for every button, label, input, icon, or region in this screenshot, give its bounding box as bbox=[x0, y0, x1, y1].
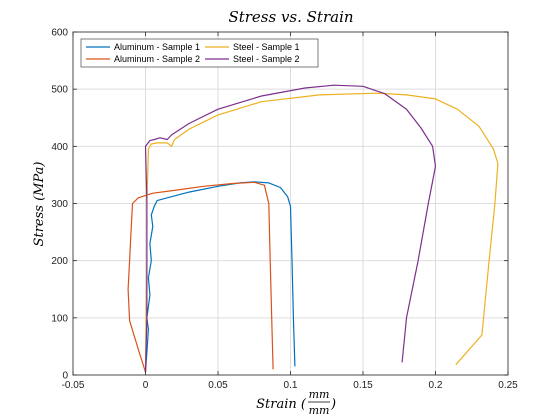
y-axis-label: Stress (MPa) bbox=[32, 162, 47, 247]
x-axis-label-numerator: mm bbox=[309, 388, 330, 401]
legend-box bbox=[80, 38, 319, 68]
y-tick-label: 100 bbox=[51, 313, 68, 324]
y-tick-label: 600 bbox=[51, 28, 68, 39]
x-axis-label: Strain ( mm mm ) bbox=[256, 388, 336, 417]
legend-items: Aluminum - Sample 1 Aluminum - Sample 2 St… bbox=[86, 42, 300, 64]
x-axis-ticks: -0.05 0 0.05 0.1 0.15 0.2 0.25 bbox=[62, 32, 518, 391]
x-tick-label: 0.2 bbox=[429, 380, 443, 391]
legend-label: Aluminum - Sample 2 bbox=[114, 54, 200, 64]
series-layer bbox=[127, 84, 499, 373]
series-line-3 bbox=[144, 92, 499, 367]
x-tick-label: 0.15 bbox=[353, 380, 373, 391]
x-tick-label: 0.25 bbox=[498, 380, 518, 391]
series-line-2 bbox=[127, 181, 274, 373]
y-tick-label: 400 bbox=[51, 142, 68, 153]
y-tick-label: 500 bbox=[51, 85, 68, 96]
series-line-1 bbox=[144, 181, 296, 373]
x-tick-label: 0 bbox=[143, 380, 149, 391]
legend: Aluminum - Sample 1 Aluminum - Sample 2 St… bbox=[80, 38, 319, 68]
x-axis-label-denominator: mm bbox=[309, 404, 330, 417]
x-axis-label-close: ) bbox=[330, 397, 336, 412]
legend-label: Steel - Sample 1 bbox=[233, 42, 300, 52]
chart-title: Stress vs. Strain bbox=[228, 8, 353, 26]
x-axis-label-main: Strain ( bbox=[256, 397, 307, 412]
y-axis-ticks: 0 100 200 300 400 500 600 bbox=[51, 28, 508, 382]
legend-label: Steel - Sample 2 bbox=[233, 54, 300, 64]
legend-label: Aluminum - Sample 1 bbox=[114, 42, 200, 52]
y-tick-label: 200 bbox=[51, 256, 68, 267]
x-tick-label: 0.05 bbox=[208, 380, 228, 391]
x-tick-label: 0.1 bbox=[284, 380, 298, 391]
x-tick-label: -0.05 bbox=[62, 380, 85, 391]
y-tick-label: 0 bbox=[62, 371, 68, 382]
y-tick-label: 300 bbox=[51, 199, 68, 210]
series-line-4 bbox=[144, 84, 437, 373]
